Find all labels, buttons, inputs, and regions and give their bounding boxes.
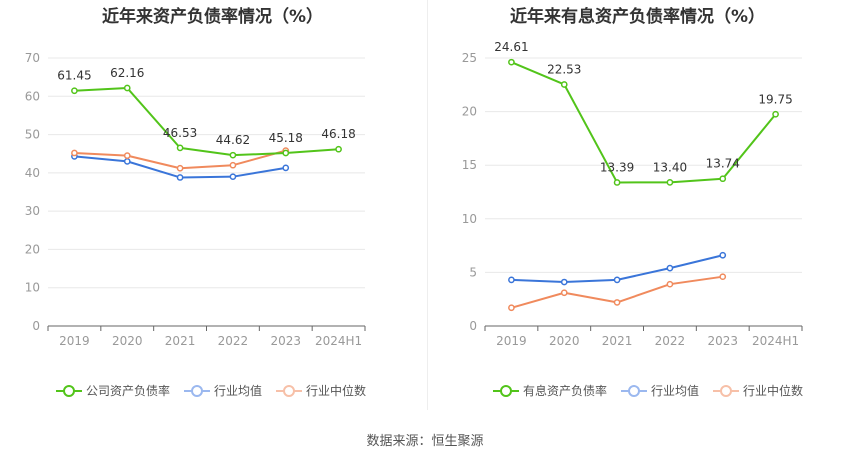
data-source-note: 数据来源：恒生聚源 bbox=[366, 434, 484, 449]
left-data-point bbox=[176, 144, 184, 152]
right-chart-title: 近年来有息资产负债率情况（%） bbox=[509, 7, 766, 27]
legend-label: 行业中位数 bbox=[743, 384, 804, 398]
right-data-point bbox=[719, 273, 727, 281]
legend-item-industry-mean[interactable]: 行业均值 bbox=[184, 382, 262, 399]
left-data-point bbox=[282, 149, 290, 157]
left-data-label: 46.18 bbox=[321, 127, 355, 141]
left-data-point bbox=[176, 164, 184, 172]
left-x-tick-label: 2023 bbox=[270, 334, 301, 348]
left-data-point bbox=[123, 84, 131, 92]
right-x-tick-label: 2019 bbox=[496, 334, 527, 348]
left-data-point bbox=[229, 161, 237, 169]
right-data-label: 13.39 bbox=[600, 160, 634, 174]
right-data-point bbox=[613, 276, 621, 284]
left-data-label: 44.62 bbox=[216, 133, 250, 147]
left-y-tick-label: 40 bbox=[25, 166, 40, 180]
right-data-point bbox=[613, 179, 621, 186]
legend-marker-icon bbox=[713, 384, 740, 398]
right-data-label: 13.40 bbox=[653, 160, 687, 174]
left-data-point bbox=[123, 152, 131, 159]
right-y-tick-label: 25 bbox=[462, 51, 477, 65]
left-legend: 公司资产负债率 行业均值 行业中位数 bbox=[56, 382, 380, 399]
left-y-tick-label: 10 bbox=[25, 281, 40, 295]
legend-marker-icon bbox=[493, 384, 519, 398]
left-y-tick-label: 60 bbox=[25, 89, 40, 103]
right-data-point bbox=[508, 58, 515, 66]
right-data-label: 22.53 bbox=[547, 62, 581, 76]
legend-item-interest-debt-ratio[interactable]: 有息资产负债率 bbox=[493, 382, 607, 399]
legend-marker-icon bbox=[56, 384, 82, 398]
right-x-tick-label: 2020 bbox=[549, 334, 580, 348]
right-data-point bbox=[772, 110, 779, 118]
right-data-point bbox=[508, 276, 515, 284]
left-data-point bbox=[71, 87, 78, 95]
right-x-tick-label: 2022 bbox=[655, 334, 686, 348]
legend-marker-icon bbox=[184, 384, 211, 398]
left-y-tick-label: 50 bbox=[25, 128, 40, 142]
right-data-label: 13.74 bbox=[706, 157, 740, 171]
left-data-point bbox=[229, 173, 237, 181]
left-data-label: 46.53 bbox=[163, 126, 197, 140]
left-x-tick-label: 2024H1 bbox=[315, 334, 362, 348]
legend-label: 行业均值 bbox=[651, 384, 700, 398]
legend-item-industry-mean[interactable]: 行业均值 bbox=[621, 382, 699, 399]
right-y-tick-label: 10 bbox=[462, 212, 477, 226]
right-legend: 有息资产负债率 行业均值 行业中位数 bbox=[493, 382, 817, 399]
right-data-point bbox=[613, 299, 621, 306]
left-data-point bbox=[282, 164, 290, 172]
right-data-point bbox=[666, 179, 674, 186]
right-x-tick-label: 2021 bbox=[602, 334, 633, 348]
right-data-label: 19.75 bbox=[758, 92, 792, 106]
right-y-tick-label: 5 bbox=[469, 265, 477, 279]
right-y-tick-label: 0 bbox=[469, 319, 477, 333]
legend-item-company-debt-ratio[interactable]: 公司资产负债率 bbox=[56, 382, 170, 399]
right-data-point bbox=[666, 280, 674, 288]
left-series-line-0 bbox=[74, 87, 339, 157]
left-x-tick-label: 2020 bbox=[112, 334, 143, 348]
left-y-tick-label: 70 bbox=[25, 51, 40, 65]
right-data-point bbox=[560, 81, 568, 88]
left-data-label: 62.16 bbox=[110, 66, 144, 80]
left-data-point bbox=[176, 174, 184, 181]
left-data-point bbox=[71, 149, 78, 157]
chart-divider bbox=[427, 0, 428, 410]
right-data-point bbox=[560, 289, 568, 297]
right-data-point bbox=[719, 251, 727, 259]
left-x-tick-label: 2021 bbox=[165, 334, 196, 348]
left-chart-title: 近年来资产负债率情况（%） bbox=[101, 7, 324, 27]
left-data-point bbox=[123, 158, 131, 165]
left-y-tick-label: 0 bbox=[32, 319, 40, 333]
right-data-point bbox=[508, 304, 515, 312]
right-data-label: 24.61 bbox=[494, 40, 528, 54]
legend-label: 公司资产负债率 bbox=[86, 384, 171, 398]
left-data-point bbox=[335, 145, 342, 153]
right-data-point bbox=[560, 278, 568, 286]
right-data-point bbox=[719, 175, 727, 183]
legend-label: 行业中位数 bbox=[306, 384, 367, 398]
legend-label: 有息资产负债率 bbox=[523, 384, 608, 398]
legend-marker-icon bbox=[621, 384, 648, 398]
legend-item-industry-median[interactable]: 行业中位数 bbox=[276, 382, 366, 399]
left-y-tick-label: 30 bbox=[25, 204, 40, 218]
left-x-tick-label: 2022 bbox=[218, 334, 249, 348]
right-y-tick-label: 15 bbox=[462, 158, 477, 172]
left-data-label: 61.45 bbox=[57, 69, 91, 83]
right-data-point bbox=[666, 264, 674, 272]
right-series-line-0 bbox=[511, 61, 777, 184]
right-x-tick-label: 2023 bbox=[707, 334, 738, 348]
legend-label: 行业均值 bbox=[214, 384, 263, 398]
legend-item-industry-median[interactable]: 行业中位数 bbox=[713, 382, 803, 399]
left-x-tick-label: 2019 bbox=[59, 334, 90, 348]
left-data-label: 45.18 bbox=[269, 131, 303, 145]
left-y-tick-label: 20 bbox=[25, 242, 40, 256]
right-x-tick-label: 2024H1 bbox=[752, 334, 799, 348]
left-data-point bbox=[229, 151, 237, 159]
legend-marker-icon bbox=[276, 384, 303, 398]
right-y-tick-label: 20 bbox=[462, 105, 477, 119]
